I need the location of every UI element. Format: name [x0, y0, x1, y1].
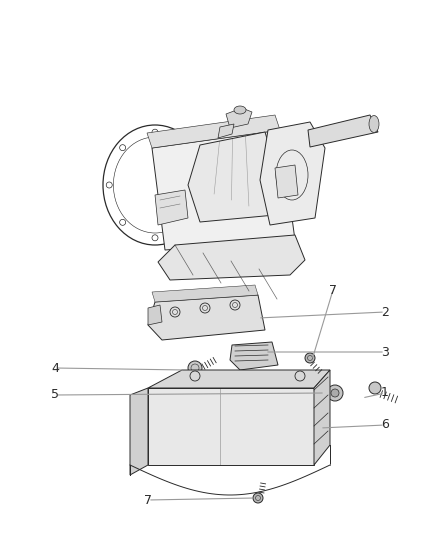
Polygon shape	[158, 235, 305, 280]
Circle shape	[331, 389, 339, 397]
Polygon shape	[152, 130, 295, 250]
Polygon shape	[218, 124, 234, 138]
Polygon shape	[308, 115, 378, 147]
Polygon shape	[275, 165, 298, 198]
Text: 5: 5	[51, 389, 59, 401]
Polygon shape	[148, 305, 162, 325]
Polygon shape	[130, 388, 148, 475]
Polygon shape	[230, 342, 278, 370]
Polygon shape	[188, 132, 278, 222]
Ellipse shape	[234, 106, 246, 114]
Text: 6: 6	[381, 418, 389, 432]
Polygon shape	[155, 190, 188, 225]
Text: 3: 3	[381, 345, 389, 359]
Polygon shape	[148, 388, 314, 465]
Ellipse shape	[369, 116, 379, 133]
Circle shape	[369, 382, 381, 394]
Polygon shape	[152, 285, 258, 302]
Polygon shape	[148, 370, 330, 388]
Text: 7: 7	[329, 284, 337, 296]
Polygon shape	[314, 370, 330, 465]
Text: 7: 7	[144, 494, 152, 506]
Polygon shape	[148, 295, 265, 340]
Text: 1: 1	[381, 386, 389, 400]
Circle shape	[305, 353, 315, 363]
Polygon shape	[226, 108, 252, 128]
Polygon shape	[147, 115, 280, 148]
Text: 4: 4	[51, 361, 59, 375]
Text: 2: 2	[381, 305, 389, 319]
Circle shape	[253, 493, 263, 503]
Circle shape	[188, 361, 202, 375]
Polygon shape	[260, 122, 325, 225]
Circle shape	[327, 385, 343, 401]
